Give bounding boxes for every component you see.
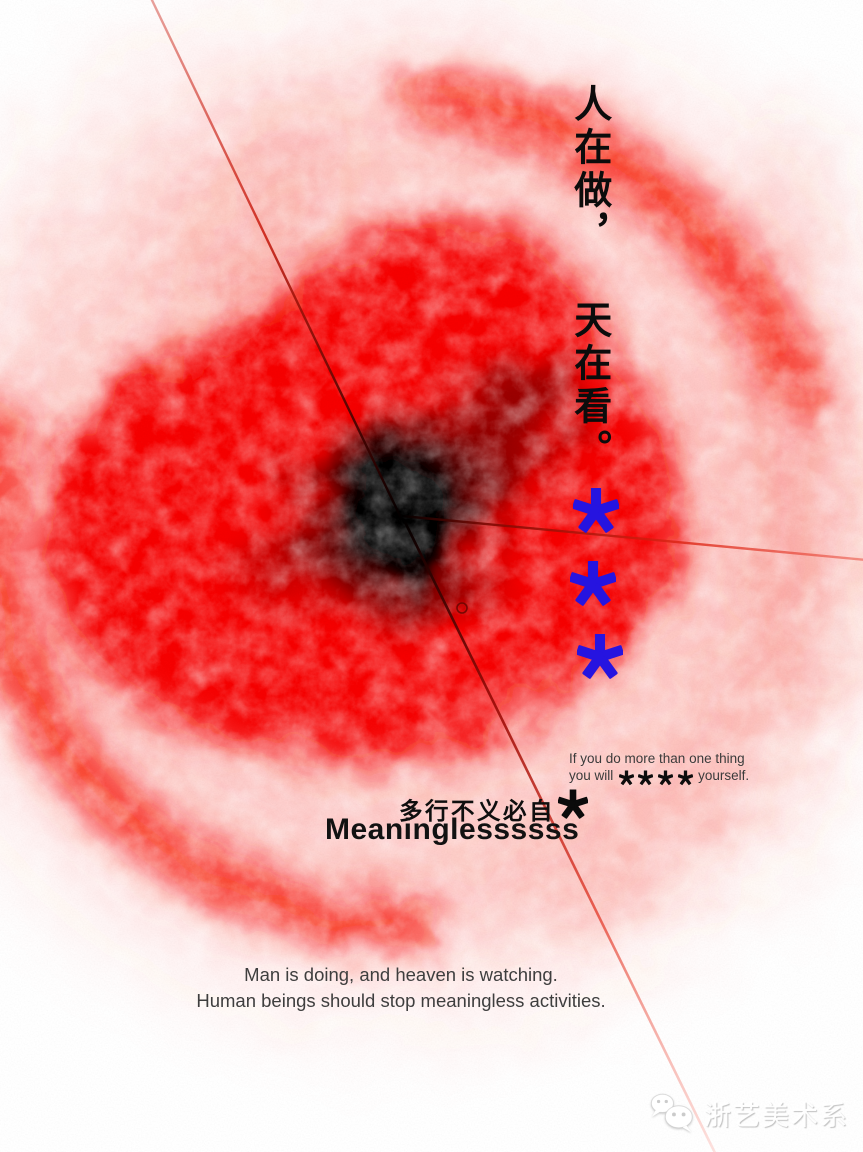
headline-phrase-1: 人在做， (567, 84, 613, 256)
asterisk-icon (573, 487, 619, 535)
caption-line2-post: yourself. (698, 767, 750, 783)
idiom-line-cn: 多行不义必自 (330, 792, 588, 826)
watermark: 浙艺美术系 (648, 1090, 849, 1136)
wechat-icon (650, 1093, 693, 1133)
watermark-label: 浙艺美术系 (704, 1100, 849, 1131)
asterisk-icon (638, 770, 653, 786)
asterisk-icon (619, 770, 634, 786)
headline-vertical-cn: 人在做， 天在看。 (567, 84, 613, 504)
caption-line2-pre: you will (569, 767, 614, 783)
tagline-block: Man is doing, and heaven is watching. Hu… (141, 962, 661, 1013)
asterisk-icon (577, 633, 623, 681)
blue-asterisk-column (573, 487, 619, 681)
asterisk-icon (658, 770, 673, 786)
caption-line-1: If you do more than one thing (569, 751, 745, 766)
caption-block: If you do more than one thing you will y… (569, 751, 749, 786)
idiom-text: 多行不义必自 (399, 798, 555, 824)
tagline-line-1: Man is doing, and heaven is watching. (244, 964, 558, 985)
asterisk-icon (570, 560, 616, 608)
tagline-line-2: Human beings should stop meaningless act… (196, 989, 606, 1011)
caption-line-2: you will yourself. (569, 768, 749, 787)
censor-asterisks (618, 770, 693, 787)
asterisk-icon (678, 770, 693, 786)
headline-phrase-2: 天在看。 (567, 300, 613, 473)
brand-word: Meaninglessssss (325, 813, 580, 846)
